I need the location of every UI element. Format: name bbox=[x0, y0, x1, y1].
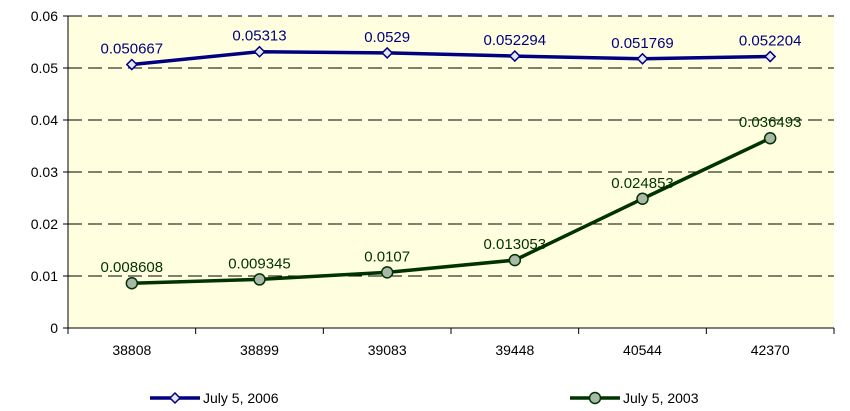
data-point-marker bbox=[125, 58, 138, 71]
data-label: 0.013053 bbox=[484, 236, 547, 253]
x-tick-label: 39448 bbox=[495, 342, 534, 358]
data-point-marker bbox=[381, 46, 394, 59]
series-line bbox=[131, 136, 771, 285]
data-point-marker bbox=[508, 253, 522, 267]
data-label: 0.0107 bbox=[364, 248, 410, 265]
data-point-marker bbox=[253, 45, 266, 58]
data-point-marker bbox=[588, 391, 602, 405]
data-point-marker bbox=[764, 50, 777, 63]
data-label: 0.051769 bbox=[611, 35, 674, 52]
y-tick-label: 0 bbox=[50, 320, 58, 336]
data-label: 0.009345 bbox=[228, 255, 291, 272]
x-tick-label: 39083 bbox=[368, 342, 407, 358]
y-tick-label: 0.06 bbox=[31, 8, 58, 24]
y-tick-label: 0.04 bbox=[31, 112, 58, 128]
data-point-marker bbox=[763, 131, 777, 145]
data-point-marker bbox=[253, 273, 266, 286]
data-label: 0.052294 bbox=[484, 32, 547, 49]
data-label: 0.036493 bbox=[739, 114, 802, 131]
series-1: 0.050667 0.05313 0.0529 0.052294 0.051769 0.0… bbox=[101, 28, 802, 71]
data-label: 0.0529 bbox=[364, 29, 410, 46]
series-2: 0.008608 0.009345 0.0107 0.013053 0.024853 0.… bbox=[101, 114, 802, 290]
data-label: 0.05313 bbox=[232, 28, 286, 45]
legend-label: July 5, 2006 bbox=[203, 390, 279, 406]
legend-label: July 5, 2003 bbox=[623, 390, 699, 406]
data-label: 0.008608 bbox=[101, 259, 164, 276]
data-point-marker bbox=[636, 52, 649, 65]
x-tick-label: 42370 bbox=[751, 342, 790, 358]
legend-item: July 5, 2006 bbox=[150, 390, 279, 406]
data-point-marker bbox=[380, 266, 394, 279]
data-label: 0.050667 bbox=[101, 41, 164, 58]
y-tick-label: 0.02 bbox=[31, 216, 58, 232]
y-tick-label: 0.05 bbox=[31, 60, 58, 76]
series-line bbox=[131, 49, 771, 67]
x-tick-label: 38899 bbox=[240, 342, 279, 358]
y-tick-label: 0.03 bbox=[31, 164, 58, 180]
data-label: 0.024853 bbox=[611, 175, 674, 192]
x-tick-label: 40544 bbox=[623, 342, 662, 358]
data-label: 0.052204 bbox=[739, 33, 802, 50]
data-point-marker bbox=[125, 276, 139, 290]
data-point-marker bbox=[168, 391, 182, 405]
legend-item: July 5, 2003 bbox=[570, 390, 699, 406]
data-point-marker bbox=[636, 192, 649, 206]
x-tick-label: 38808 bbox=[112, 342, 151, 358]
y-tick-label: 0.01 bbox=[31, 268, 58, 284]
data-point-marker bbox=[508, 50, 521, 63]
